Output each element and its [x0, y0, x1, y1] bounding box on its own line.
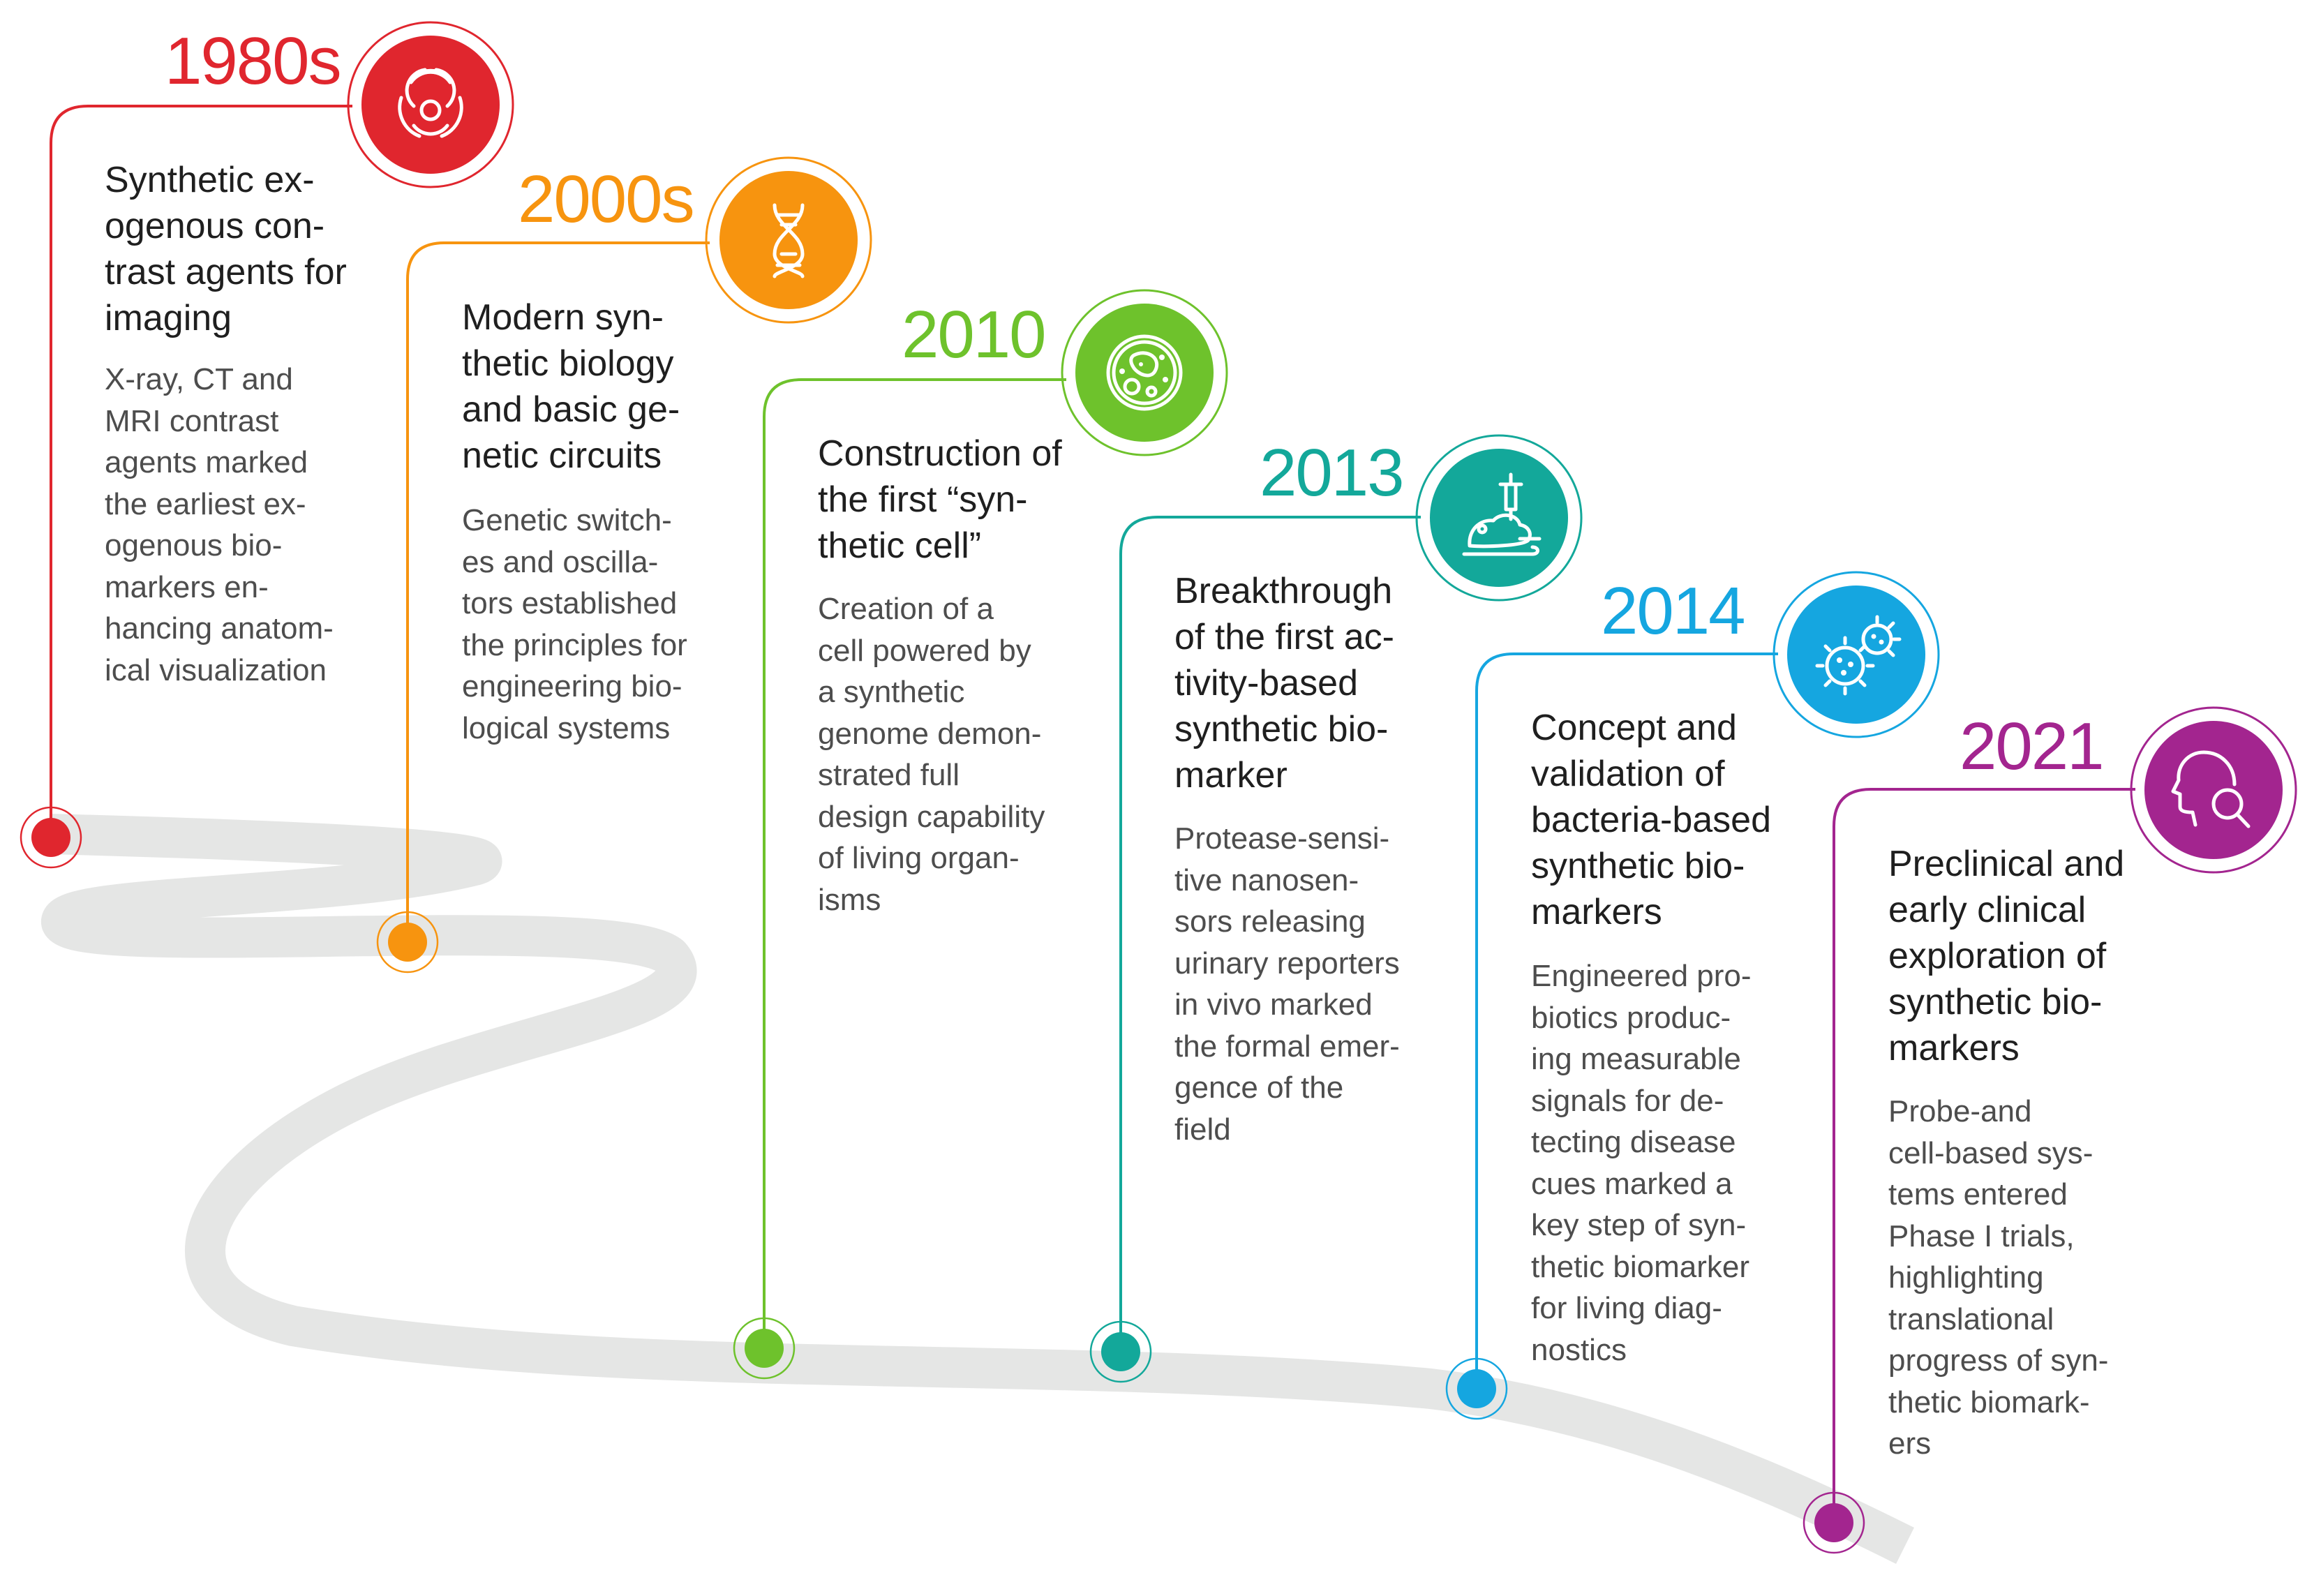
road-path [41, 814, 1914, 1564]
